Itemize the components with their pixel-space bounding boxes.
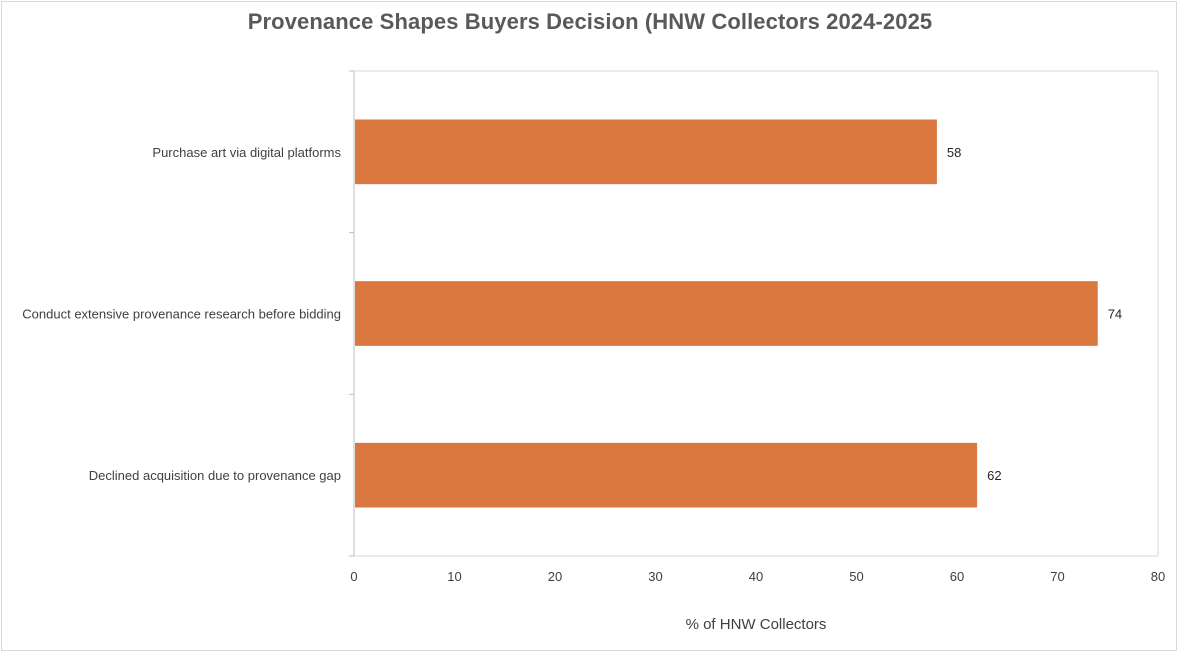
x-tick-label: 0 bbox=[350, 569, 357, 584]
bar bbox=[355, 281, 1098, 346]
data-label: 62 bbox=[987, 468, 1001, 483]
x-tick-label: 10 bbox=[447, 569, 461, 584]
x-tick-label: 20 bbox=[548, 569, 562, 584]
data-label: 74 bbox=[1108, 307, 1122, 322]
bar bbox=[355, 119, 937, 185]
x-tick-label: 70 bbox=[1050, 569, 1064, 584]
x-axis-title: % of HNW Collectors bbox=[686, 616, 827, 633]
category-label: Purchase art via digital platforms bbox=[152, 145, 341, 160]
x-tick-label: 50 bbox=[849, 569, 863, 584]
chart-title: Provenance Shapes Buyers Decision (HNW C… bbox=[247, 9, 933, 34]
category-label: Conduct extensive provenance research be… bbox=[22, 307, 341, 322]
x-tick-label: 30 bbox=[648, 569, 662, 584]
x-tick-label: 80 bbox=[1151, 569, 1165, 584]
category-label: Declined acquisition due to provenance g… bbox=[89, 468, 341, 483]
x-tick-label: 40 bbox=[749, 569, 763, 584]
data-label: 58 bbox=[947, 145, 961, 160]
x-tick-label: 60 bbox=[950, 569, 964, 584]
bar bbox=[355, 442, 978, 508]
